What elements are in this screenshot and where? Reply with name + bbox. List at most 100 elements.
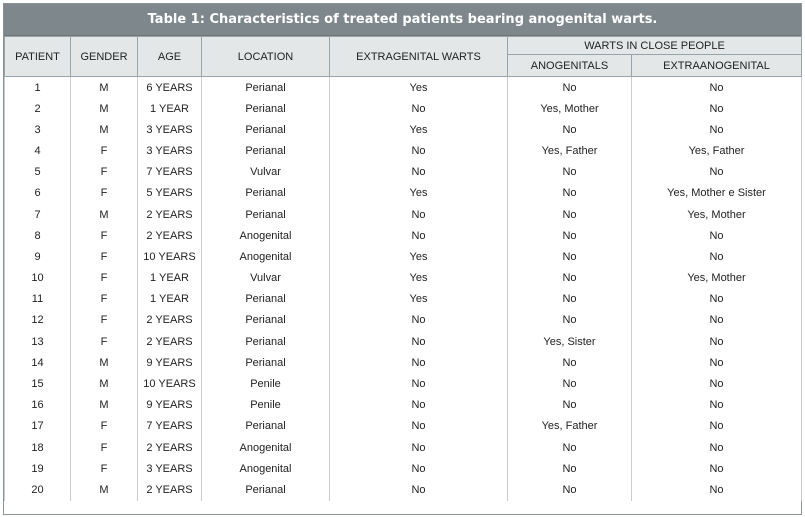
cell-extraanogenital: No	[631, 331, 802, 353]
cell-age: 1 YEAR	[137, 288, 202, 310]
cell-anogenitals: Yes, Sister	[507, 331, 632, 353]
cell-gender: M	[70, 119, 138, 141]
cell-location: Perianal	[201, 76, 330, 98]
cell-gender: F	[70, 458, 138, 480]
cell-patient: 15	[4, 373, 71, 395]
cell-gender: F	[70, 161, 138, 183]
table-title: Table 1: Characteristics of treated pati…	[4, 4, 801, 36]
cell-anogenitals: No	[507, 437, 632, 459]
cell-extragenital: No	[329, 458, 508, 480]
cell-anogenitals: No	[507, 373, 632, 395]
cell-age: 2 YEARS	[137, 309, 202, 332]
cell-extragenital: No	[329, 225, 508, 247]
cell-location: Perianal	[201, 98, 330, 120]
cell-location: Perianal	[201, 331, 330, 353]
table-frame: Table 1: Characteristics of treated pati…	[3, 3, 802, 515]
cell-location: Perianal	[201, 415, 330, 437]
cell-anogenitals: No	[507, 352, 632, 374]
cell-patient: 8	[4, 225, 71, 247]
cell-gender: M	[70, 394, 138, 416]
cell-extraanogenital: No	[631, 246, 802, 268]
cell-extraanogenital: Yes, Father	[631, 140, 802, 162]
cell-age: 3 YEARS	[137, 140, 202, 162]
cell-anogenitals: No	[507, 161, 632, 183]
cell-extraanogenital: No	[631, 161, 802, 183]
cell-extragenital: No	[329, 140, 508, 162]
cell-location: Perianal	[201, 309, 330, 332]
cell-extragenital: No	[329, 309, 508, 332]
cell-extraanogenital: No	[631, 309, 802, 332]
table-row: 10 F 1 YEAR Vulvar Yes No Yes, Mother	[4, 267, 802, 289]
cell-anogenitals: No	[507, 267, 632, 289]
cell-anogenitals: No	[507, 203, 632, 226]
table-row: 17 F 7 YEARS Perianal No Yes, Father No	[4, 415, 802, 437]
cell-patient: 14	[4, 352, 71, 374]
cell-age: 1 YEAR	[137, 267, 202, 289]
cell-location: Anogenital	[201, 437, 330, 459]
table-row: 15 M 10 YEARS Penile No No No	[4, 373, 802, 395]
table-row: 11 F 1 YEAR Perianal Yes No No	[4, 288, 802, 310]
cell-extragenital: No	[329, 98, 508, 120]
header-anogenitals: ANOGENITALS	[507, 54, 632, 77]
cell-gender: M	[70, 352, 138, 374]
cell-age: 10 YEARS	[137, 246, 202, 268]
cell-extragenital: No	[329, 161, 508, 183]
cell-extragenital: Yes	[329, 76, 508, 98]
cell-extragenital: No	[329, 373, 508, 395]
header-close-people: WARTS IN CLOSE PEOPLE	[507, 36, 802, 55]
table-row: 20 M 2 YEARS Perianal No No No	[4, 479, 802, 501]
cell-patient: 4	[4, 140, 71, 162]
header-gender: GENDER	[70, 36, 138, 77]
cell-gender: M	[70, 98, 138, 120]
table-row: 19 F 3 YEARS Anogenital No No No	[4, 458, 802, 480]
cell-extraanogenital: Yes, Mother e Sister	[631, 182, 802, 204]
cell-location: Vulvar	[201, 161, 330, 183]
cell-patient: 16	[4, 394, 71, 416]
cell-anogenitals: No	[507, 394, 632, 416]
cell-patient: 5	[4, 161, 71, 183]
cell-extraanogenital: No	[631, 352, 802, 374]
cell-patient: 1	[4, 76, 71, 98]
cell-extraanogenital: No	[631, 225, 802, 247]
cell-anogenitals: No	[507, 76, 632, 98]
table-row: 12 F 2 YEARS Perianal No No No	[4, 309, 802, 332]
cell-extragenital: No	[329, 415, 508, 437]
cell-extraanogenital: No	[631, 373, 802, 395]
table-row: 13 F 2 YEARS Perianal No Yes, Sister No	[4, 331, 802, 353]
cell-anogenitals: No	[507, 182, 632, 204]
cell-patient: 11	[4, 288, 71, 310]
cell-extragenital: Yes	[329, 246, 508, 268]
cell-extraanogenital: No	[631, 119, 802, 141]
header-location: LOCATION	[201, 36, 330, 77]
cell-patient: 3	[4, 119, 71, 141]
cell-extragenital: No	[329, 331, 508, 353]
cell-location: Perianal	[201, 479, 330, 501]
cell-gender: F	[70, 182, 138, 204]
cell-gender: F	[70, 309, 138, 332]
cell-gender: M	[70, 203, 138, 226]
cell-anogenitals: Yes, Mother	[507, 98, 632, 120]
cell-age: 2 YEARS	[137, 479, 202, 501]
table-row: 16 M 9 YEARS Penile No No No	[4, 394, 802, 416]
cell-extraanogenital: No	[631, 288, 802, 310]
header-patient: PATIENT	[4, 36, 71, 77]
table-row: 14 M 9 YEARS Perianal No No No	[4, 352, 802, 374]
cell-patient: 17	[4, 415, 71, 437]
cell-location: Anogenital	[201, 458, 330, 480]
cell-age: 6 YEARS	[137, 76, 202, 98]
cell-anogenitals: No	[507, 458, 632, 480]
cell-gender: F	[70, 415, 138, 437]
cell-anogenitals: No	[507, 119, 632, 141]
cell-extragenital: No	[329, 203, 508, 226]
cell-extraanogenital: No	[631, 415, 802, 437]
cell-gender: F	[70, 267, 138, 289]
cell-patient: 10	[4, 267, 71, 289]
cell-patient: 6	[4, 182, 71, 204]
